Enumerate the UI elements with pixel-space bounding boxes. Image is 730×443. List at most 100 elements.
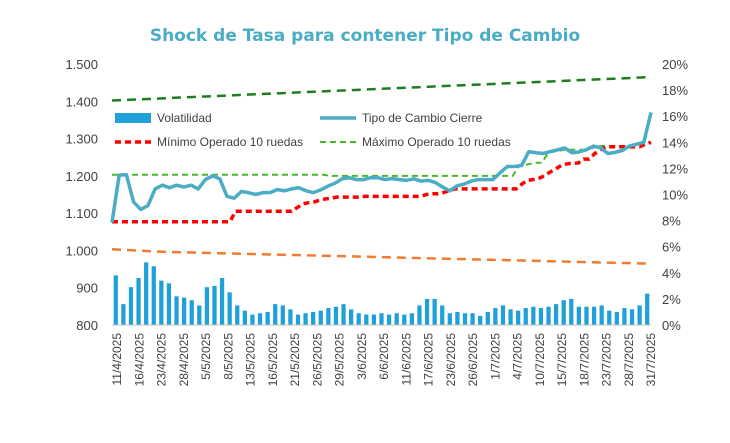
volatilidad-bar bbox=[500, 305, 506, 325]
volatilidad-bar bbox=[113, 275, 118, 325]
x-tick-label: 6/6/2025 bbox=[377, 333, 391, 380]
x-tick-label: 1/7/2025 bbox=[488, 333, 502, 380]
x-tick-label: 17/6/2025 bbox=[422, 333, 436, 387]
volatilidad-bar bbox=[295, 314, 301, 325]
volatilidad-bar bbox=[136, 278, 141, 325]
x-tick-label: 18/7/2025 bbox=[577, 333, 591, 387]
volatilidad-bar bbox=[478, 315, 483, 325]
x-tick-label: 3/6/2025 bbox=[355, 333, 369, 380]
series-lines bbox=[110, 75, 653, 265]
legend-label: Tipo de Cambio Cierre bbox=[362, 111, 483, 125]
right-axis: 0% 2% 4% 6% 8% 10% 12% 14% 16% 18% 20% bbox=[662, 57, 688, 333]
volatilidad-bar bbox=[326, 308, 331, 325]
tipo-cambio-line bbox=[110, 112, 653, 223]
volatilidad-bar bbox=[250, 314, 255, 325]
tasa-upper-line bbox=[111, 75, 652, 102]
volatilidad-bar bbox=[599, 305, 604, 325]
volatilidad-bar bbox=[204, 287, 210, 325]
volatilidad-bar bbox=[189, 300, 194, 325]
right-tick-label: 18% bbox=[662, 83, 688, 98]
volatilidad-bar bbox=[227, 292, 232, 326]
volatilidad-bar bbox=[242, 310, 247, 325]
volatilidad-bar bbox=[280, 305, 285, 325]
x-axis: 11/4/2025 16/4/2025 23/4/2025 28/4/2025 5/5/… bbox=[110, 324, 658, 387]
volatilidad-bar bbox=[409, 313, 414, 325]
volatilidad-bar bbox=[447, 313, 452, 325]
left-tick-label: 900 bbox=[76, 281, 98, 296]
right-tick-label: 12% bbox=[662, 161, 688, 176]
volatilidad-bar bbox=[614, 311, 619, 325]
volatilidad-bar bbox=[159, 280, 164, 325]
legend-label: Mínimo Operado 10 ruedas bbox=[157, 135, 303, 149]
volatilidad-bar bbox=[462, 313, 468, 325]
x-tick-label: 5/5/2025 bbox=[199, 333, 213, 380]
volatilidad-bar bbox=[219, 278, 225, 325]
x-tick-label: 29/5/2025 bbox=[333, 333, 347, 387]
volatilidad-bar bbox=[273, 304, 278, 325]
volatilidad-bar bbox=[546, 306, 551, 325]
volatilidad-bar bbox=[637, 305, 642, 325]
left-tick-label: 1.100 bbox=[65, 206, 98, 221]
right-tick-label: 20% bbox=[662, 57, 688, 72]
volatilidad-bar bbox=[166, 283, 172, 325]
tasa-lower-line bbox=[111, 248, 652, 265]
volatilidad-bar bbox=[455, 311, 460, 325]
x-tick-label: 16/5/2025 bbox=[266, 333, 280, 387]
volatilidad-bar bbox=[311, 311, 316, 325]
volatilidad-bar bbox=[516, 310, 521, 325]
x-tick-label: 10/7/2025 bbox=[533, 333, 547, 387]
volatilidad-bar bbox=[128, 287, 134, 325]
x-tick-label: 15/7/2025 bbox=[555, 333, 569, 387]
x-tick-label: 23/4/2025 bbox=[155, 333, 169, 387]
volatilidad-bar bbox=[394, 313, 399, 325]
volatilidad-bar bbox=[576, 306, 581, 325]
volatilidad-bars bbox=[113, 262, 650, 326]
volatilidad-bar bbox=[402, 314, 407, 325]
x-tick-label: 8/5/2025 bbox=[221, 333, 235, 380]
legend-label: Máximo Operado 10 ruedas bbox=[362, 135, 511, 149]
volatilidad-bar bbox=[607, 310, 612, 325]
left-tick-label: 1.300 bbox=[65, 132, 98, 147]
x-tick-label: 23/6/2025 bbox=[444, 333, 458, 387]
left-tick-label: 1.000 bbox=[65, 243, 98, 258]
volatilidad-bar bbox=[508, 309, 513, 325]
x-tick-label: 23/7/2025 bbox=[600, 333, 614, 387]
x-tick-label: 26/5/2025 bbox=[310, 333, 324, 387]
left-tick-label: 800 bbox=[76, 318, 98, 333]
x-tick-label: 31/7/2025 bbox=[644, 333, 658, 387]
volatilidad-bar bbox=[561, 300, 566, 325]
volatilidad-bar bbox=[235, 305, 240, 325]
minimo-line bbox=[112, 140, 652, 224]
volatilidad-bar bbox=[386, 314, 392, 325]
volatilidad-bar bbox=[318, 310, 323, 325]
legend-swatch-bar bbox=[115, 113, 151, 123]
volatilidad-bar bbox=[645, 293, 650, 325]
volatilidad-bar bbox=[470, 313, 475, 325]
volatilidad-bar bbox=[538, 308, 544, 325]
volatilidad-bar bbox=[485, 311, 490, 325]
right-tick-label: 4% bbox=[662, 266, 681, 281]
left-tick-label: 1.400 bbox=[65, 94, 98, 109]
volatilidad-bar bbox=[531, 306, 536, 325]
volatilidad-bar bbox=[341, 304, 346, 325]
volatilidad-bar bbox=[333, 306, 339, 325]
volatilidad-bar bbox=[629, 309, 635, 325]
x-tick-label: 16/4/2025 bbox=[132, 333, 146, 387]
volatilidad-bar bbox=[151, 266, 156, 325]
x-tick-label: 4/7/2025 bbox=[511, 333, 525, 380]
volatilidad-bar bbox=[424, 298, 430, 325]
volatilidad-bar bbox=[212, 285, 217, 325]
volatilidad-bar bbox=[493, 308, 498, 325]
volatilidad-bar bbox=[523, 308, 528, 325]
right-tick-label: 6% bbox=[662, 240, 681, 255]
x-tick-label: 11/4/2025 bbox=[110, 333, 124, 386]
volatilidad-bar bbox=[622, 308, 627, 325]
legend-label: Volatilidad bbox=[157, 111, 212, 125]
volatilidad-bar bbox=[553, 304, 559, 325]
volatilidad-bar bbox=[174, 296, 179, 325]
volatilidad-bar bbox=[417, 305, 422, 325]
volatilidad-bar bbox=[144, 262, 149, 325]
volatilidad-bar bbox=[257, 313, 263, 325]
volatilidad-bar bbox=[349, 309, 354, 325]
